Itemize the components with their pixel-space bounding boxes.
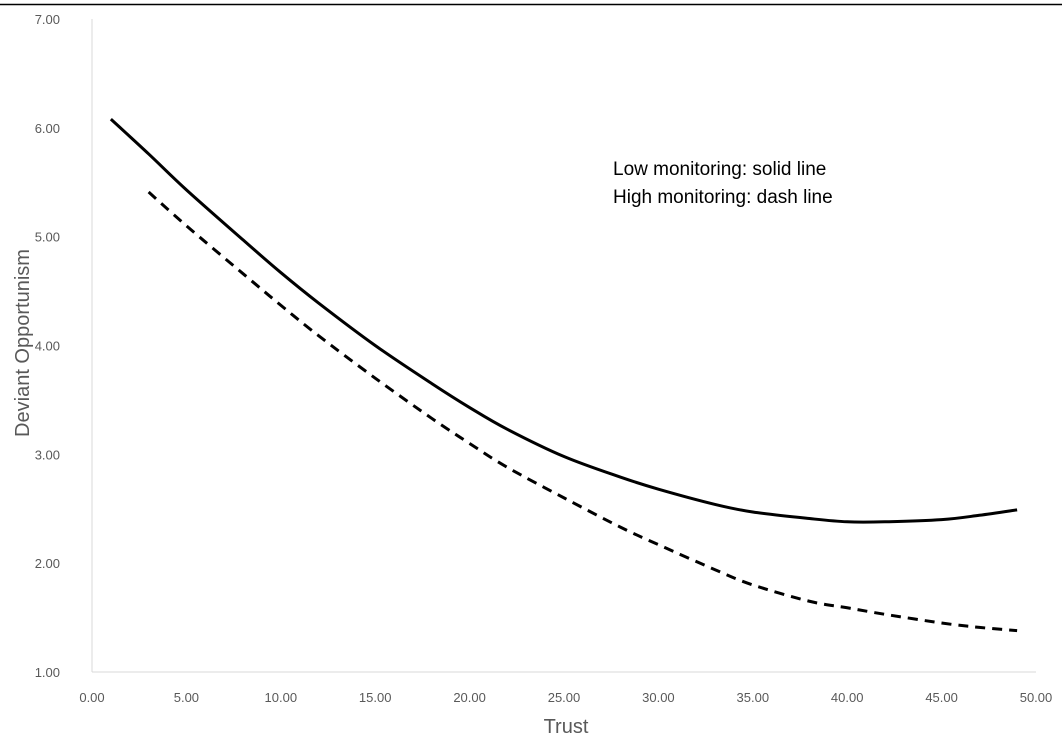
x-tick-label: 50.00 (1020, 690, 1053, 705)
axes (91, 19, 1036, 673)
y-axis-title: Deviant Opportunism (12, 249, 34, 437)
x-tick-label: 40.00 (831, 690, 864, 705)
annotation-high-monitoring: High monitoring: dash line (613, 187, 833, 208)
y-tick-label: 1.00 (35, 665, 60, 680)
y-tick-label: 7.00 (35, 12, 60, 27)
x-tick-label: 25.00 (548, 690, 581, 705)
x-tick-label: 45.00 (925, 690, 958, 705)
dashed-series-line (147, 190, 1018, 633)
y-tick-label: 6.00 (35, 121, 60, 136)
annotation-low-monitoring: Low monitoring: solid line (613, 159, 826, 180)
x-tick-label: 0.00 (79, 690, 104, 705)
y-tick-label: 2.00 (35, 556, 60, 571)
y-tick-label: 3.00 (35, 447, 60, 462)
series-lines (109, 118, 1018, 633)
tick-labels: 0.00 5.00 10.00 15.00 20.00 25.00 30.00 35.00 40… (35, 12, 1053, 705)
x-tick-label: 30.00 (642, 690, 675, 705)
x-tick-label: 5.00 (174, 690, 199, 705)
x-tick-label: 15.00 (359, 690, 392, 705)
y-tick-label: 5.00 (35, 230, 60, 245)
solid-series-line (109, 118, 1018, 524)
x-tick-label: 10.00 (265, 690, 298, 705)
x-tick-label: 35.00 (737, 690, 770, 705)
y-tick-label: 4.00 (35, 339, 60, 354)
x-axis-title: Trust (544, 716, 589, 738)
x-tick-label: 20.00 (453, 690, 486, 705)
